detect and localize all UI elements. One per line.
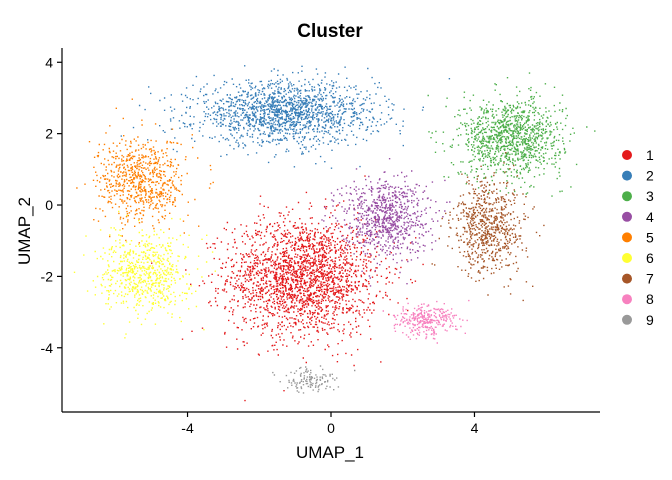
cluster-9-points bbox=[272, 365, 356, 394]
y-tick-label: 4 bbox=[45, 54, 53, 70]
cluster-5-points bbox=[76, 98, 214, 244]
x-axis-title: UMAP_1 bbox=[296, 443, 364, 462]
y-tick-label: 0 bbox=[45, 197, 53, 213]
x-tick-label: -4 bbox=[181, 420, 194, 436]
chart-title: Cluster bbox=[297, 21, 363, 42]
legend-item-1: 1 bbox=[622, 147, 654, 163]
legend-swatch bbox=[622, 170, 632, 181]
legend-label: 2 bbox=[646, 168, 654, 184]
legend-swatch bbox=[622, 314, 632, 325]
legend-item-2: 2 bbox=[622, 168, 654, 184]
legend-swatch bbox=[622, 294, 632, 305]
legend-label: 3 bbox=[646, 188, 654, 204]
cluster-3-marks bbox=[427, 72, 596, 197]
legend-item-7: 7 bbox=[622, 271, 654, 287]
legend-item-3: 3 bbox=[622, 188, 654, 204]
legend-label: 5 bbox=[646, 229, 654, 245]
cluster-4-points bbox=[321, 158, 451, 287]
cluster-2-points bbox=[120, 65, 451, 169]
y-tick-label: -2 bbox=[41, 268, 54, 284]
cluster-1-points bbox=[151, 175, 424, 402]
y-axis-title: UMAP_2 bbox=[15, 197, 34, 265]
legend-label: 1 bbox=[646, 147, 654, 163]
cluster-3-points bbox=[427, 72, 596, 197]
scatter-points bbox=[73, 65, 596, 402]
y-tick-label: 2 bbox=[45, 126, 53, 142]
axes: -4 0 4 -4 -2 0 2 4 bbox=[41, 48, 600, 436]
cluster-5-marks bbox=[76, 98, 214, 244]
x-tick-label: 0 bbox=[327, 420, 335, 436]
cluster-7-points bbox=[431, 152, 545, 302]
legend-swatch bbox=[622, 211, 632, 222]
legend-item-8: 8 bbox=[622, 291, 654, 307]
cluster-9-marks bbox=[272, 365, 356, 394]
cluster-8-marks bbox=[382, 299, 470, 344]
legend: 1 2 3 4 5 6 7 8 9 bbox=[622, 147, 654, 328]
x-tick-label: 4 bbox=[471, 420, 479, 436]
legend-label: 8 bbox=[646, 291, 654, 307]
legend-label: 4 bbox=[646, 209, 654, 225]
cluster-8-points bbox=[382, 299, 470, 344]
cluster-1-marks bbox=[151, 175, 424, 402]
y-tick-label: -4 bbox=[41, 340, 54, 356]
legend-label: 9 bbox=[646, 312, 654, 328]
legend-item-9: 9 bbox=[622, 312, 654, 328]
legend-swatch bbox=[622, 150, 632, 160]
cluster-4-marks bbox=[321, 158, 451, 287]
legend-swatch bbox=[622, 232, 632, 243]
cluster-2-marks bbox=[120, 65, 451, 169]
legend-item-6: 6 bbox=[622, 250, 654, 266]
legend-item-5: 5 bbox=[622, 229, 654, 245]
legend-label: 7 bbox=[646, 271, 654, 287]
cluster-6-marks bbox=[73, 210, 216, 339]
legend-swatch bbox=[622, 273, 632, 284]
cluster-6-points bbox=[73, 210, 216, 339]
legend-swatch bbox=[622, 253, 632, 263]
legend-item-4: 4 bbox=[622, 209, 654, 225]
legend-label: 6 bbox=[646, 250, 654, 266]
legend-swatch bbox=[622, 191, 632, 202]
cluster-7-marks bbox=[431, 152, 545, 302]
